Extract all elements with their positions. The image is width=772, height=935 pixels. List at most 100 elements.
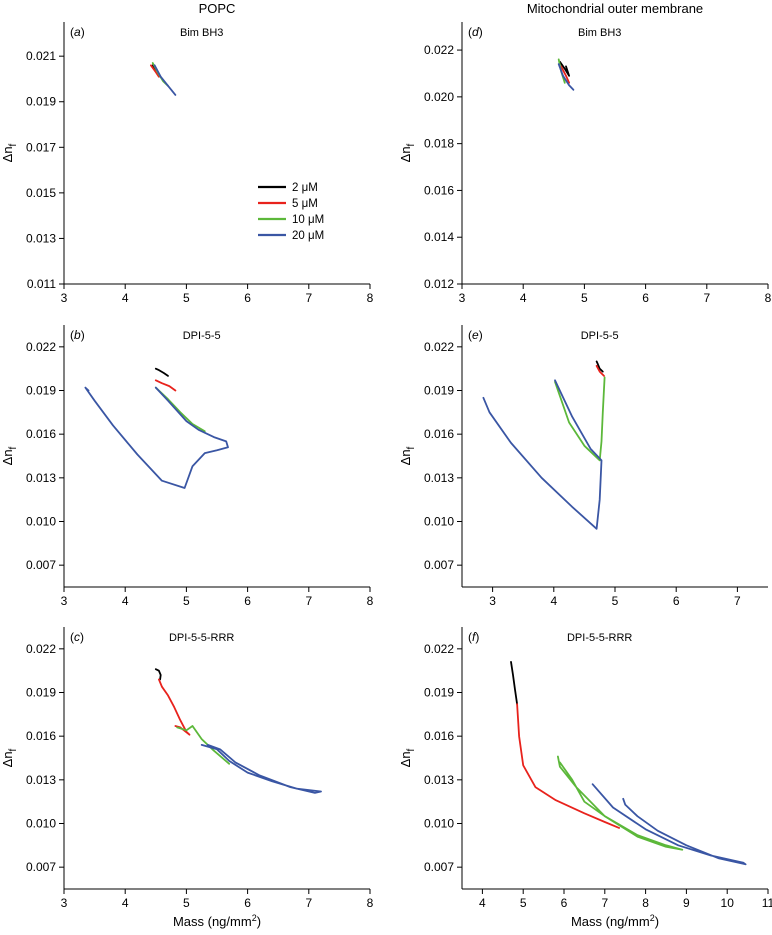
panel-letter: (d) — [468, 25, 483, 39]
panel-b: 3 4 5 6 7 8 0.007 0.010 0.013 0.016 0.019 0.022 Δnf (… — [0, 325, 374, 608]
y-tick-label: 0.022 — [424, 340, 454, 354]
x-tick-label: 8 — [367, 594, 374, 608]
series-line-5m — [560, 65, 570, 84]
y-axis-label: Δnf — [0, 143, 19, 162]
y-axis-label: Δnf — [398, 748, 417, 767]
x-tick-label: 5 — [612, 594, 619, 608]
panel-f: 4 5 6 7 8 9 10 11 0.007 0.010 0.013 0.016 0.019 0.022… — [398, 627, 772, 929]
y-tick-label: 0.022 — [26, 340, 56, 354]
series-line-5m — [595, 364, 605, 377]
panel-d: 3 4 5 6 7 8 0.012 0.014 0.016 0.018 0.020 0.022 Δnf (… — [398, 22, 772, 305]
y-tick-label: 0.012 — [424, 277, 454, 291]
y-tick-label: 0.019 — [26, 384, 56, 398]
panel-title: DPI-5-5 — [183, 330, 221, 342]
panel-letter: (a) — [70, 25, 85, 39]
panel-letter: (f) — [468, 630, 479, 644]
legend-label: 5 μM — [292, 198, 318, 210]
series-line-2m — [154, 367, 169, 377]
y-tick-label: 0.007 — [26, 558, 56, 572]
y-tick-label: 0.013 — [26, 231, 56, 245]
x-tick-label: 7 — [601, 896, 608, 910]
y-tick-label: 0.021 — [26, 49, 56, 63]
y-tick-label: 0.013 — [26, 773, 56, 787]
series-line-20m — [591, 783, 747, 866]
y-tick-label: 0.013 — [26, 471, 56, 485]
y-axis-label: Δnf — [398, 446, 417, 465]
legend-label: 20 μM — [292, 230, 324, 242]
x-tick-label: 7 — [305, 291, 312, 305]
x-tick-label: 5 — [581, 291, 588, 305]
x-tick-label: 7 — [305, 896, 312, 910]
series-line-20m — [84, 386, 229, 489]
y-tick-label: 0.022 — [26, 642, 56, 656]
y-axis-label: Δnf — [0, 748, 19, 767]
y-tick-label: 0.013 — [424, 773, 454, 787]
panel-a: 3 4 5 6 7 8 0.011 0.013 0.015 0.017 0.019 0.021 Δnf (… — [0, 22, 374, 305]
series-line-10m — [154, 386, 206, 433]
x-tick-label: 6 — [244, 896, 251, 910]
y-tick-label: 0.017 — [26, 140, 56, 154]
x-tick-label: 6 — [244, 291, 251, 305]
y-tick-label: 0.010 — [424, 515, 454, 529]
panel-c: 3 4 5 6 7 8 0.007 0.010 0.013 0.016 0.019 0.022 Δnf (… — [0, 627, 374, 929]
x-tick-label: 3 — [61, 291, 68, 305]
y-tick-label: 0.013 — [424, 471, 454, 485]
y-tick-label: 0.022 — [424, 43, 454, 57]
y-tick-label: 0.010 — [424, 817, 454, 831]
y-tick-label: 0.007 — [424, 558, 454, 572]
x-tick-label: 7 — [734, 594, 741, 608]
x-tick-label: 10 — [721, 896, 735, 910]
y-axis-label: Δnf — [398, 143, 417, 162]
x-tick-label: 9 — [683, 896, 690, 910]
series-line-5m — [157, 678, 191, 736]
series-line-10m — [176, 725, 231, 765]
panel-title: DPI-5-5-RRR — [567, 632, 632, 644]
panel-letter: (e) — [468, 328, 483, 342]
panel-e: 3 4 5 6 7 0.007 0.010 0.013 0.016 0.019 0.022 Δnf (e… — [398, 325, 768, 608]
series-line-2m — [559, 60, 570, 77]
series-line-5m — [149, 64, 160, 78]
y-tick-label: 0.011 — [27, 277, 56, 291]
x-tick-label: 5 — [183, 291, 190, 305]
y-tick-label: 0.007 — [26, 860, 56, 874]
series-line-5m — [154, 379, 177, 392]
y-tick-label: 0.022 — [424, 642, 454, 656]
x-tick-label: 3 — [459, 291, 466, 305]
legend: 2 μM 5 μM 10 μM 20 μM — [258, 182, 324, 242]
y-tick-label: 0.019 — [26, 95, 56, 109]
y-tick-label: 0.015 — [26, 186, 56, 200]
panel-letter: (c) — [70, 630, 84, 644]
x-tick-label: 4 — [479, 896, 486, 910]
x-tick-label: 4 — [122, 291, 129, 305]
y-tick-label: 0.016 — [26, 427, 56, 441]
panel-title: DPI-5-5-RRR — [169, 632, 234, 644]
legend-label: 2 μM — [292, 182, 318, 194]
x-tick-label: 4 — [122, 594, 129, 608]
x-tick-label: 8 — [367, 896, 374, 910]
y-tick-label: 0.019 — [424, 384, 454, 398]
x-tick-label: 5 — [520, 896, 527, 910]
y-tick-label: 0.010 — [26, 515, 56, 529]
x-tick-label: 8 — [367, 291, 374, 305]
left-column-title: POPC — [199, 1, 236, 16]
x-tick-label: 3 — [61, 896, 68, 910]
series-line-20m — [557, 63, 575, 91]
series-line-20m — [200, 744, 322, 794]
series-line-2m — [595, 360, 604, 373]
x-tick-label: 4 — [550, 594, 557, 608]
x-tick-label: 6 — [673, 594, 680, 608]
y-tick-label: 0.014 — [424, 230, 454, 244]
series-line-2m — [154, 668, 162, 681]
y-tick-label: 0.016 — [424, 427, 454, 441]
panel-title: Bim BH3 — [180, 27, 223, 39]
panel-title: Bim BH3 — [578, 27, 621, 39]
series-line-5m — [516, 703, 620, 829]
y-tick-label: 0.010 — [26, 817, 56, 831]
panel-letter: (b) — [70, 328, 85, 342]
series-line-10m — [557, 755, 684, 851]
x-axis-label: Mass (ng/mm2) — [571, 913, 659, 929]
x-tick-label: 6 — [642, 291, 649, 305]
x-tick-label: 8 — [765, 291, 772, 305]
x-tick-label: 7 — [703, 291, 710, 305]
y-tick-label: 0.019 — [26, 686, 56, 700]
